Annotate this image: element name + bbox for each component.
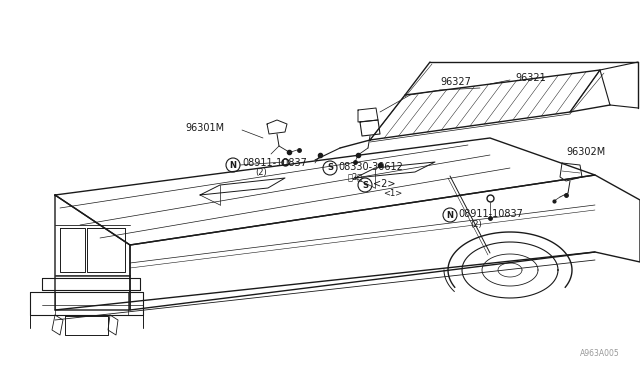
Text: (2): (2) — [255, 169, 267, 177]
Text: S: S — [327, 164, 333, 173]
Text: 96321: 96321 — [515, 73, 546, 83]
Text: <2>: <2> — [373, 179, 396, 189]
Text: N: N — [230, 160, 237, 170]
Text: 08911-10837: 08911-10837 — [242, 158, 307, 168]
Text: 08330-30612: 08330-30612 — [338, 162, 403, 172]
Text: 96327: 96327 — [440, 77, 471, 87]
Text: S: S — [362, 180, 368, 189]
Text: 96301M: 96301M — [185, 123, 224, 133]
Text: 〨2〩: 〨2〩 — [348, 173, 364, 182]
Text: <1>: <1> — [383, 189, 403, 199]
Text: (2): (2) — [470, 219, 482, 228]
Text: 96302M: 96302M — [566, 147, 605, 157]
Text: A963A005: A963A005 — [580, 349, 620, 358]
Text: N: N — [447, 211, 454, 219]
Text: 08911-10837: 08911-10837 — [458, 209, 523, 219]
